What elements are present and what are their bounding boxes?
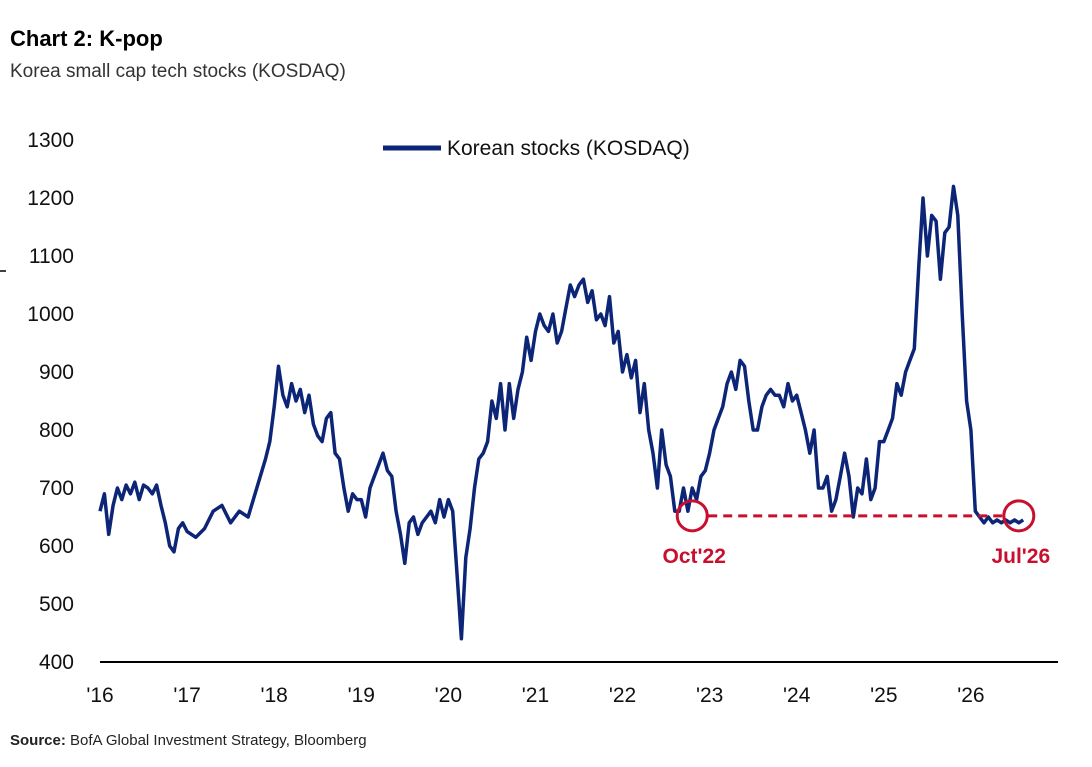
source-note: Source: BofA Global Investment Strategy,… bbox=[10, 732, 367, 749]
y-tick-label: 1100 bbox=[29, 245, 74, 268]
chart-subtitle: Korea small cap tech stocks (KOSDAQ) bbox=[10, 61, 346, 82]
y-tick-label: 1300 bbox=[27, 129, 74, 152]
annotation-label: Jul'26 bbox=[991, 545, 1050, 568]
y-tick-label: 900 bbox=[39, 361, 74, 384]
y-tick-label: 800 bbox=[39, 419, 74, 442]
x-tick-label: '18 bbox=[260, 684, 287, 707]
x-tick-label: '17 bbox=[173, 684, 200, 707]
annotations: Oct'22 Jul'26 bbox=[663, 499, 1050, 568]
series-line-korean-stocks bbox=[98, 184, 1025, 641]
x-tick-label: '25 bbox=[870, 684, 897, 707]
x-tick-label: '20 bbox=[435, 684, 462, 707]
y-tick-label: 700 bbox=[39, 477, 74, 500]
x-tick-label: '22 bbox=[609, 684, 636, 707]
x-tick-label: '16 bbox=[86, 684, 113, 707]
legend: Korean stocks (KOSDAQ) bbox=[383, 137, 690, 160]
y-tick-label: 1200 bbox=[27, 187, 74, 210]
x-tick-label: '21 bbox=[522, 684, 549, 707]
y-axis: 400 500 600 700 800 900 1000 1100 1200 1300 bbox=[27, 129, 74, 674]
y-tick-label: 600 bbox=[39, 535, 74, 558]
chart-title: Chart 2: K-pop bbox=[10, 26, 163, 51]
x-tick-label: '24 bbox=[783, 684, 811, 707]
annotation-circle bbox=[1002, 499, 1036, 533]
y-tick-label: 400 bbox=[39, 651, 74, 674]
y-tick-label: 1000 bbox=[27, 303, 74, 326]
x-tick-label: '19 bbox=[348, 684, 375, 707]
legend-label: Korean stocks (KOSDAQ) bbox=[447, 137, 690, 160]
y-tick-label: 500 bbox=[39, 593, 74, 616]
x-tick-label: '23 bbox=[696, 684, 723, 707]
x-tick-label: '26 bbox=[957, 684, 984, 707]
x-axis: '16 '17 '18 '19 '20 '21 '22 '23 '24 '25 '26 bbox=[86, 684, 984, 707]
annotation-label: Oct'22 bbox=[663, 545, 726, 568]
annotation-circle bbox=[675, 499, 709, 533]
